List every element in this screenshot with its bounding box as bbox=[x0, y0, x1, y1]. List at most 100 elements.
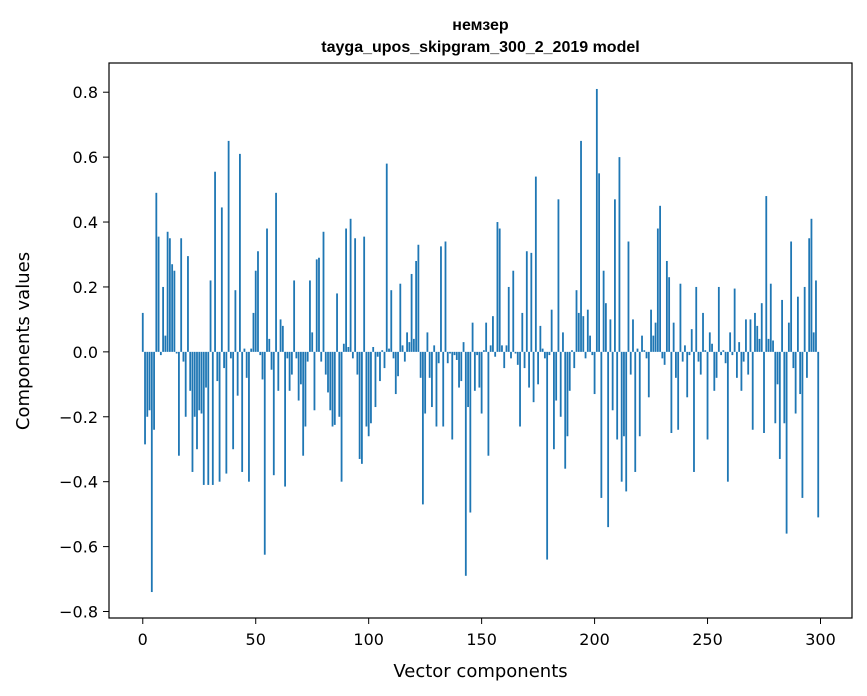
bar bbox=[738, 342, 741, 352]
bar bbox=[471, 322, 474, 352]
bar bbox=[810, 218, 813, 352]
bar bbox=[521, 312, 524, 352]
bar bbox=[286, 351, 289, 359]
bar bbox=[792, 351, 795, 369]
bar bbox=[426, 332, 429, 352]
bar bbox=[381, 350, 384, 352]
bar bbox=[455, 351, 458, 360]
bar bbox=[616, 351, 619, 440]
bar bbox=[625, 351, 628, 492]
bar bbox=[620, 351, 623, 482]
bar bbox=[747, 351, 750, 375]
bar bbox=[593, 351, 596, 395]
bar bbox=[638, 351, 641, 437]
bar bbox=[401, 345, 404, 352]
bar bbox=[446, 351, 449, 364]
bar bbox=[591, 351, 594, 356]
bar bbox=[514, 351, 517, 354]
bar bbox=[681, 351, 684, 362]
bar bbox=[505, 345, 508, 352]
bar bbox=[731, 351, 734, 356]
bar bbox=[290, 351, 293, 375]
bar bbox=[153, 351, 155, 430]
bar bbox=[523, 351, 526, 369]
bar bbox=[229, 351, 232, 359]
bar bbox=[636, 348, 639, 352]
bar bbox=[548, 351, 551, 356]
bar bbox=[480, 351, 483, 414]
chart-title: немзер bbox=[452, 17, 509, 34]
bar bbox=[796, 296, 799, 352]
bar bbox=[751, 351, 754, 430]
bar bbox=[489, 345, 492, 352]
bar bbox=[200, 351, 203, 414]
bar bbox=[437, 351, 440, 364]
bar bbox=[672, 322, 675, 352]
bar bbox=[722, 350, 725, 352]
bar bbox=[178, 351, 180, 456]
bar bbox=[469, 351, 472, 513]
bar bbox=[806, 351, 808, 378]
bar bbox=[336, 293, 338, 352]
y-tick-label: 0.4 bbox=[73, 213, 98, 232]
bar bbox=[406, 332, 408, 352]
bar bbox=[250, 348, 253, 352]
bar bbox=[458, 351, 460, 388]
bar bbox=[543, 351, 546, 359]
bar bbox=[665, 260, 668, 352]
bar bbox=[399, 283, 402, 352]
x-tick-label: 50 bbox=[246, 630, 266, 649]
bar bbox=[214, 171, 216, 352]
bar bbox=[632, 319, 634, 352]
bar bbox=[817, 351, 820, 518]
bar bbox=[408, 342, 411, 352]
bar bbox=[354, 238, 357, 352]
bar bbox=[528, 351, 530, 388]
chart-subtitle: tayga_upos_skipgram_300_2_2019 model bbox=[321, 39, 639, 56]
bar bbox=[202, 351, 205, 485]
bar bbox=[173, 270, 176, 352]
bar bbox=[363, 236, 366, 352]
bar bbox=[539, 325, 542, 352]
bar bbox=[385, 163, 388, 352]
bar bbox=[720, 351, 722, 356]
bar bbox=[460, 351, 463, 382]
bar bbox=[155, 192, 158, 352]
bar bbox=[702, 312, 704, 352]
bar bbox=[769, 283, 772, 352]
bar bbox=[257, 251, 259, 352]
bar bbox=[216, 351, 219, 382]
bar bbox=[656, 228, 659, 352]
bar bbox=[745, 319, 747, 352]
bar bbox=[322, 231, 325, 352]
bar bbox=[749, 319, 752, 352]
bar bbox=[516, 351, 519, 365]
bar bbox=[494, 351, 497, 357]
x-tick-label: 100 bbox=[353, 630, 384, 649]
bar bbox=[604, 303, 607, 352]
bar bbox=[209, 280, 212, 352]
bar bbox=[313, 351, 316, 411]
y-tick-label: 0.8 bbox=[73, 83, 98, 102]
bar bbox=[157, 236, 160, 352]
bar bbox=[148, 351, 151, 411]
bar bbox=[598, 173, 601, 352]
bar bbox=[196, 351, 198, 450]
bar bbox=[537, 351, 540, 385]
x-axis-label: Vector components bbox=[393, 661, 567, 682]
bar bbox=[467, 351, 469, 408]
x-tick-label: 0 bbox=[138, 630, 148, 649]
bar bbox=[785, 351, 788, 534]
bar bbox=[417, 244, 420, 352]
bar bbox=[715, 351, 718, 378]
bar bbox=[300, 351, 302, 385]
bar bbox=[180, 238, 183, 352]
bar bbox=[272, 351, 275, 476]
bar bbox=[433, 345, 436, 352]
bar bbox=[288, 351, 291, 391]
bar bbox=[803, 286, 806, 352]
bar bbox=[519, 351, 521, 427]
bar bbox=[778, 351, 781, 459]
bar bbox=[374, 351, 377, 408]
